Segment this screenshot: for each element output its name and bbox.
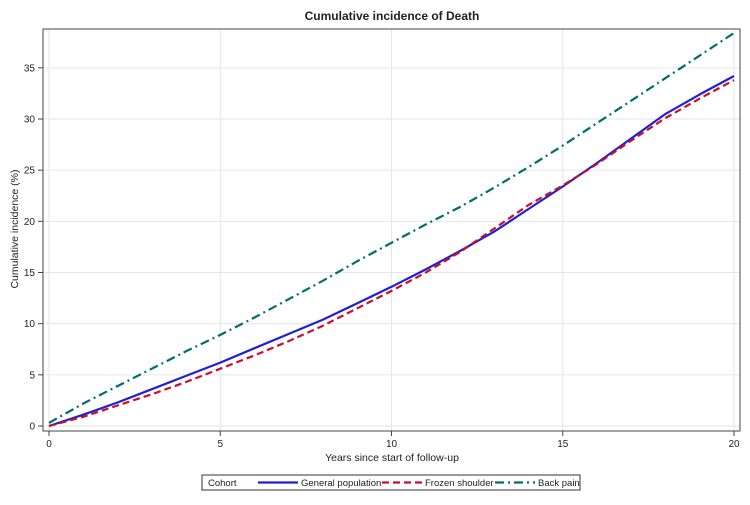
y-tick-label: 15 <box>24 268 36 279</box>
grid-lines <box>43 29 740 431</box>
axes: 0 5 10 15 20 0 5 10 15 20 25 30 35 <box>24 28 741 450</box>
y-tick-label: 20 <box>24 217 36 228</box>
chart-title: Cumulative incidence of Death <box>305 9 480 23</box>
legend-label-1: Frozen shoulder <box>425 478 494 489</box>
x-tick-label: 15 <box>557 439 569 450</box>
y-tick-label: 35 <box>24 63 36 74</box>
series-line-2 <box>48 32 735 424</box>
legend-label-2: Back pain <box>538 478 580 489</box>
x-tick-label: 10 <box>386 439 398 450</box>
y-tick-label: 25 <box>24 166 36 177</box>
y-tick-label: 10 <box>24 319 36 330</box>
x-tick-label: 5 <box>217 439 223 450</box>
legend: Cohort General population Frozen shoulder… <box>201 474 581 491</box>
y-tick-label: 0 <box>29 422 35 433</box>
x-tick-label: 20 <box>728 439 740 450</box>
legend-title: Cohort <box>208 478 237 489</box>
series-line-1 <box>48 79 735 428</box>
x-axis-label: Years since start of follow-up <box>325 452 459 464</box>
y-axis-label: Cumulative incidence (%) <box>9 169 21 288</box>
y-tick-label: 30 <box>24 114 36 125</box>
y-tick-label: 5 <box>29 370 35 381</box>
series-lines <box>48 32 735 428</box>
legend-label-0: General population <box>301 478 381 489</box>
series-line-0 <box>48 75 735 428</box>
legend-box <box>201 474 581 491</box>
x-tick-label: 0 <box>46 439 52 450</box>
